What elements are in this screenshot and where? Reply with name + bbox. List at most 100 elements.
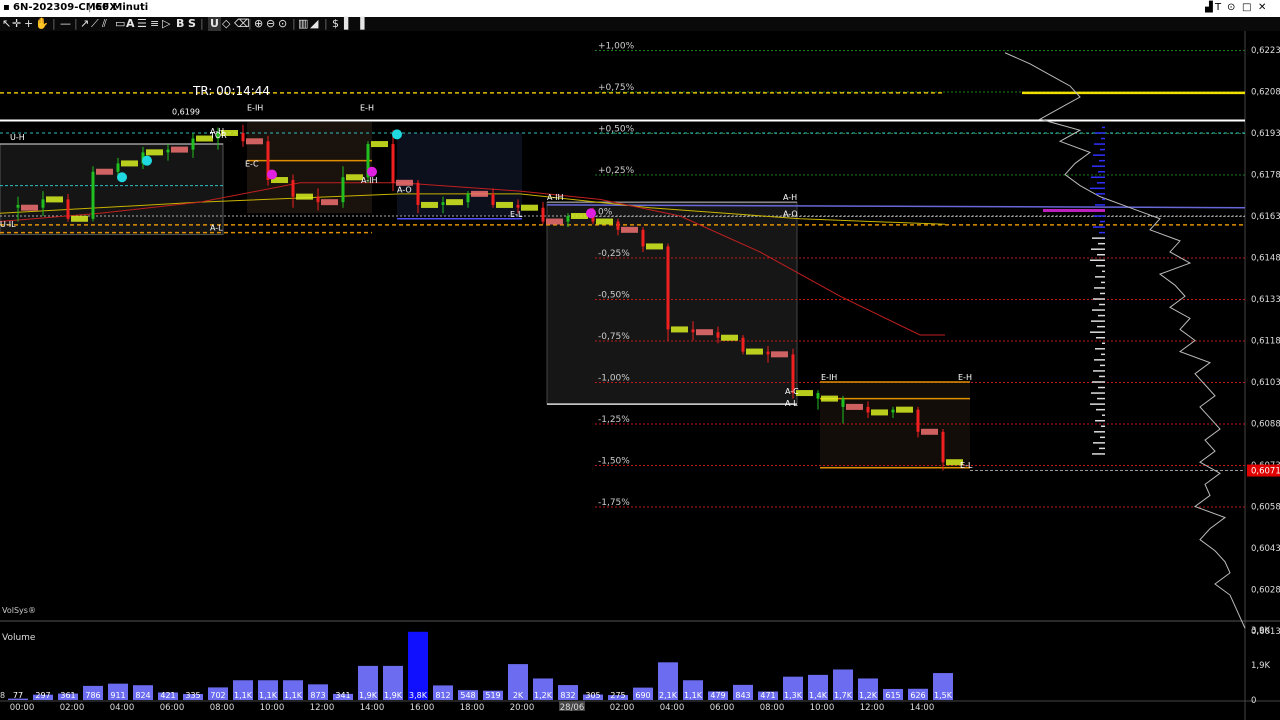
volume-bar [708,691,728,700]
title-control-3[interactable]: ✕ [1258,2,1267,13]
timeframe-label[interactable]: 60 Minuti [95,2,149,13]
crosshair-icon[interactable]: ✛ [12,17,22,30]
time-axis-label: 16:00 [410,703,435,713]
volume-bar-label: 626 [910,691,925,700]
time-axis-label: 06:00 [160,703,185,713]
dollar-icon[interactable]: $ [332,17,339,30]
profile-block [146,149,163,156]
volume-bar-label: 786 [85,691,100,700]
trendline-icon[interactable]: ⟋ [91,17,99,30]
profile-block [696,329,713,336]
volume-bar [783,676,803,700]
buy-tool[interactable]: B [176,17,185,30]
candle-body [666,246,670,330]
horizontal-line-icon[interactable]: — [60,17,71,30]
line-chart-icon[interactable]: ◢ [310,17,319,30]
volume-bar [358,665,378,700]
toolbar-separator: | [52,17,56,30]
level-annotation: U-H [10,133,25,142]
candle-body [716,332,720,338]
candle-body [841,398,845,407]
arrow-icon[interactable]: ▷ [162,17,171,30]
u-tool[interactable]: U [208,17,221,31]
candle-body [416,182,420,205]
chart-props-icon[interactable]: ▐ [356,17,365,30]
cursor-icon[interactable]: ↖ [2,17,12,30]
text-tool[interactable]: A [126,17,135,30]
rectangle-icon[interactable]: ▭ [115,17,126,30]
zoom-reset-icon[interactable]: ⊙ [278,17,288,30]
candle-body [316,196,320,203]
volume-bar-label: 1,3K [784,691,803,700]
session-box [820,382,970,468]
price-axis-label: 0,6178 [1251,171,1280,181]
profile-block [921,428,938,435]
marker-dot [586,208,596,219]
zoom-in-icon[interactable]: ⊕ [254,17,264,30]
profile-block [121,160,138,167]
title-control-2[interactable]: □ [1242,2,1252,13]
title-control-1[interactable]: ⊙ [1227,2,1236,13]
profile-block [296,193,313,200]
candle-body [541,207,545,222]
percent-level-label: -0,75% [598,332,630,342]
profile-block [796,390,813,397]
bar-chart-icon[interactable]: ▥ [298,17,309,30]
parallel-lines-icon[interactable]: ⫽ [102,17,107,30]
candle-body [441,202,445,205]
candle-body [291,180,295,197]
percent-level-label: 0% [598,208,613,218]
title-control-0[interactable]: T [1215,2,1222,13]
volume-bar [133,685,153,700]
eraser-icon[interactable]: ⌫ [234,17,250,30]
fibonacci-icon[interactable]: ☰ [137,17,147,30]
profile-block [171,146,188,153]
zoom-out-icon[interactable]: ⊖ [266,17,276,30]
volume-bar-label: 305 [585,691,600,700]
ray-icon[interactable]: ↗ [80,17,90,30]
sell-tool[interactable]: S [188,17,196,30]
poc-marker [1043,208,1105,212]
volume-bar-label: 3,8K [409,691,428,700]
candle-body [391,144,395,183]
volume-bar [883,688,903,700]
candle-body [366,144,370,178]
pin-icon[interactable]: ▟ [1205,2,1213,13]
volume-bar-label: 1,4K [809,691,828,700]
volume-bar-label: 519 [485,691,500,700]
volume-bar [633,687,653,700]
volume-bar [283,680,303,700]
chart-area[interactable]: +1,00% +0,75% +0,50% +0,25% 0% -0,25% -0,50% -0… [0,31,1280,720]
volume-bar [158,692,178,700]
crosshair-alt-icon[interactable]: + [24,17,34,30]
candle-body [116,163,120,172]
toolbar-separator: | [292,17,296,30]
time-axis-label: 08:00 [210,703,235,713]
volume-bar-label: 702 [210,691,225,700]
price-axis-label: 0,6148 [1251,254,1280,264]
volume-bar [558,685,578,700]
volume-bar [858,678,878,700]
volume-bar-label: 421 [160,691,175,700]
profile-block [846,403,863,410]
chart-settings-icon[interactable]: ▌ [344,17,353,30]
profile-block [71,215,88,222]
hand-icon[interactable]: ✋ [35,17,49,30]
profile-block [871,409,888,416]
price-axis-label: 0,6088 [1251,420,1280,430]
diamond-icon[interactable]: ◇ [222,17,231,30]
price-axis-label: 0,6013 [1251,627,1280,637]
profile-block [96,168,113,175]
toolbar-separator: | [200,17,204,30]
time-axis-label: 12:00 [310,703,335,713]
volume-bar-label: 1,1K [684,691,703,700]
window-menu-icon[interactable]: ▪ [3,2,10,13]
level-annotation: A-H [210,127,224,136]
levels-icon[interactable]: ≡ [150,17,160,30]
volume-bar-label: 335 [185,691,200,700]
price-axis-label: 0,6133 [1251,295,1280,305]
profile-block [621,226,638,233]
volume-axis-label: 3,9K [1251,626,1271,636]
indicator-label: VolSys® [2,606,36,615]
volume-bar [408,631,428,700]
